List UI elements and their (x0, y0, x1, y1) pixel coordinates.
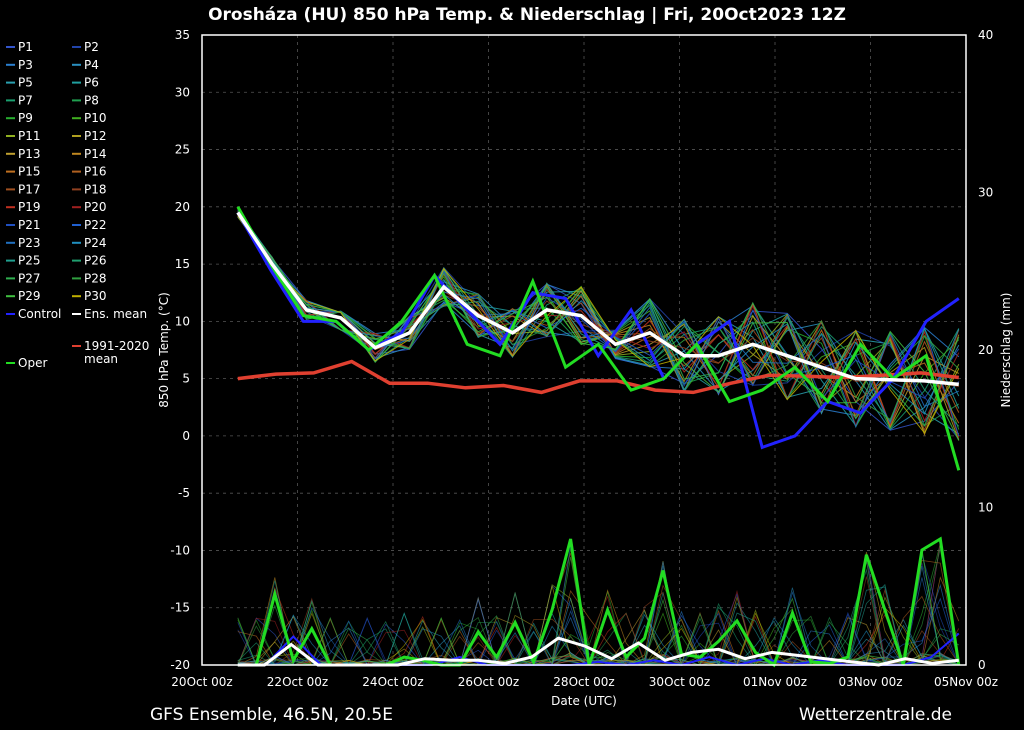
x-tick-label: 24Oct 00z (362, 675, 423, 689)
x-tick-label: 26Oct 00z (458, 675, 519, 689)
member-temp-line (237, 207, 960, 421)
legend-entry: P6 (84, 76, 99, 90)
y2-axis-label: Niederschlag (mm) (999, 293, 1013, 408)
member-temp-line (237, 216, 960, 437)
oper-temp-line (236, 206, 961, 471)
y-tick-label: -20 (170, 658, 190, 672)
legend-entry: P30 (84, 289, 107, 303)
legend-entry: P15 (18, 165, 41, 179)
plot-area-border (201, 34, 967, 666)
legend-entry: P9 (18, 111, 33, 125)
main-series (236, 206, 961, 471)
footer-brand: Wetterzentrale.de (799, 705, 952, 725)
y-tick-label: 25 (175, 143, 190, 157)
x-tick-label: 01Nov 00z (743, 675, 807, 689)
y2-tick-label: 10 (978, 501, 993, 515)
x-tick-label: 22Oct 00z (267, 675, 328, 689)
legend-entry: P10 (84, 111, 107, 125)
y-axis-ticks: 35 30 25 20 15 10 5 0 -5 -10 -15 -20 (170, 28, 190, 672)
member-precip-line (237, 560, 959, 666)
legend-entry: P18 (84, 182, 107, 196)
legend-entry: P23 (18, 236, 41, 250)
y-tick-label: 35 (175, 28, 190, 42)
y-tick-label: 0 (182, 429, 190, 443)
y-tick-label: 10 (175, 314, 190, 328)
legend-ens-mean: Ens. mean (84, 307, 147, 321)
y2-tick-label: 0 (978, 658, 986, 672)
y-tick-label: -5 (178, 486, 190, 500)
legend-entry: P22 (84, 218, 107, 232)
legend-entry: P24 (84, 236, 107, 250)
y-tick-label: 5 (182, 372, 190, 386)
chart-title: Orosháza (HU) 850 hPa Temp. & Niederschl… (208, 5, 846, 25)
member-precip-line (237, 604, 959, 666)
legend-entry: P19 (18, 200, 41, 214)
x-tick-label: 30Oct 00z (649, 675, 710, 689)
legend-entry: P26 (84, 254, 107, 268)
legend-entry: P29 (18, 289, 41, 303)
member-precip-line (237, 545, 960, 666)
x-tick-label: 28Oct 00z (553, 675, 614, 689)
y-tick-label: 15 (175, 257, 190, 271)
legend-entry: P14 (84, 147, 107, 161)
legend-entry: P2 (84, 40, 99, 54)
footer-source: GFS Ensemble, 46.5N, 20.5E (150, 705, 393, 725)
legend-entry: P13 (18, 147, 41, 161)
ens-mean-temp-line (236, 211, 959, 387)
legend-entry: P20 (84, 200, 107, 214)
legend-entry: P8 (84, 93, 99, 107)
y2-tick-label: 40 (978, 28, 993, 42)
x-tick-label: 05Nov 00z (934, 675, 998, 689)
x-axis-ticks: 20Oct 00z 22Oct 00z 24Oct 00z 26Oct 00z 28Oc… (171, 675, 998, 689)
legend-entry: P1 (18, 40, 33, 54)
y-tick-label: 20 (175, 200, 190, 214)
legend-entry: P4 (84, 58, 99, 72)
x-tick-label: 20Oct 00z (171, 675, 232, 689)
member-temp-line (237, 216, 960, 434)
legend-entry: P27 (18, 271, 41, 285)
legend-entry: P21 (18, 218, 41, 232)
y-tick-label: 30 (175, 85, 190, 99)
y-axis-label: 850 hPa Temp. (°C) (157, 292, 171, 408)
y2-tick-label: 20 (978, 343, 993, 357)
y-tick-label: -15 (170, 601, 190, 615)
legend-entry: P17 (18, 182, 41, 196)
x-tick-label: 03Nov 00z (838, 675, 902, 689)
legend-climate: 1991-2020 mean (84, 339, 149, 366)
legend-entry: P16 (84, 165, 107, 179)
legend: P1 P2 P3 P4 P5 P6 P7 P8 P9 P10 P11 P12 P13 P14 P15 P16 P… (6, 40, 149, 370)
legend-entry: P5 (18, 76, 33, 90)
legend-entry: P3 (18, 58, 33, 72)
y2-tick-label: 30 (978, 186, 993, 200)
legend-climate-line: mean (84, 352, 118, 366)
legend-climate-line: 1991-2020 (84, 339, 149, 353)
member-temp-line (237, 212, 960, 423)
legend-entry: P28 (84, 271, 107, 285)
legend-entry: P11 (18, 129, 41, 143)
y-tick-label: -10 (170, 543, 190, 557)
legend-entry: P25 (18, 254, 41, 268)
legend-entry: P7 (18, 93, 33, 107)
y2-axis-ticks: 40 30 20 10 0 (978, 28, 993, 672)
legend-oper: Oper (18, 356, 47, 370)
x-axis-label: Date (UTC) (551, 694, 617, 708)
legend-control: Control (18, 307, 61, 321)
legend-entry: P12 (84, 129, 107, 143)
climate-mean-line (237, 359, 960, 395)
